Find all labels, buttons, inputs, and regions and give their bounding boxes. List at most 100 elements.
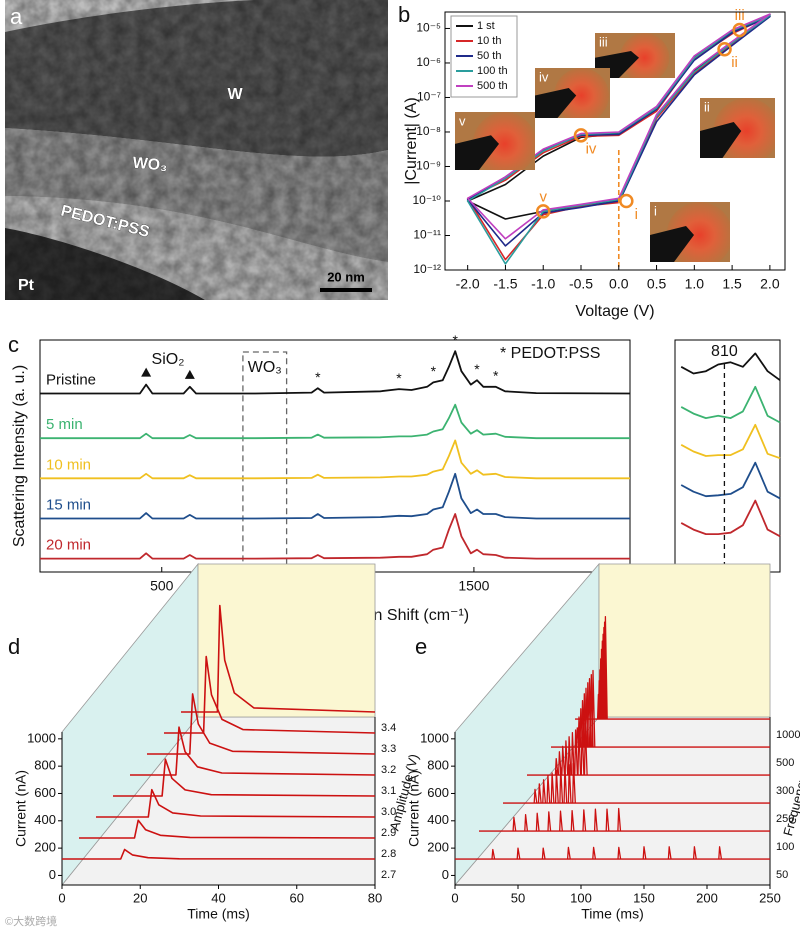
trace [130,726,376,776]
pulse [567,764,572,804]
pulse [516,847,521,860]
pulse [570,732,575,776]
x-tick-label: 50 [511,890,525,905]
x-tick-label: -0.5 [569,276,593,292]
trace [79,819,376,839]
y-axis-label: |Current| (A) [403,97,420,184]
x-tick-label: 0.5 [647,276,667,292]
pulse [537,783,542,804]
panel-letter: e [415,634,427,659]
spectrum [40,513,630,560]
y-tick-label: 10⁻¹⁰ [413,193,442,207]
pulse [603,621,608,720]
trace [113,758,376,797]
spectrum [40,350,631,395]
watermark: ©大数跨境 [5,914,57,928]
pulse [533,788,538,804]
inset-photo: iv [535,68,610,118]
inset-spot [619,33,670,78]
pulse [535,812,540,832]
x-tick-label: 0 [451,890,458,905]
z-tick-label: 1000 [776,729,800,741]
scale-bar-label: 20 nm [327,269,365,284]
inset-needle [650,226,694,262]
y-tick-label: 400 [427,812,449,827]
inset-line-label: 810 [711,343,738,360]
pulse [603,615,608,720]
annotation-marker [717,41,732,57]
annotation-marker [573,128,589,143]
y-tick-label: 1000 [27,730,56,745]
x-axis-label: Time (ms) [581,906,643,922]
z-tick-label: 3.0 [381,806,396,818]
y-tick-label: 10⁻⁷ [417,90,441,104]
pulse [542,779,547,804]
legend-label: 100 th [477,65,508,77]
pulse [559,766,564,804]
z-tick-label: 3.1 [381,785,396,797]
y-tick-label: 800 [427,758,449,773]
annotation-marker [535,204,551,219]
y-tick-label: 10⁻⁵ [416,21,441,35]
x-tick-label: 0.0 [609,276,629,292]
z-tick-label: 2.7 [381,869,396,881]
inset-photo: i [650,202,730,262]
pulse [541,847,546,860]
inset-spectrum [680,352,781,381]
note: * PEDOT:PSS [500,345,600,362]
trace [96,788,376,818]
pulse [617,807,622,832]
asterisk-marker: * [474,361,480,377]
pulse [577,726,582,776]
y-tick-label: 0 [442,867,449,882]
inset-photo: v [455,112,535,170]
pulse [566,846,571,860]
y-tick-label: 800 [34,758,56,773]
inset-needle [455,135,499,170]
pulse [642,846,647,860]
x-tick-label: 0 [58,890,65,905]
pulse [591,669,596,748]
x-tick-label: -1.0 [531,276,555,292]
pulse [546,775,551,804]
y-tick-label: 600 [427,785,449,800]
series-label: 10 min [46,456,91,473]
x-tick-label: 1.0 [685,276,705,292]
pulse [667,846,672,860]
series-label: 20 min [46,537,91,554]
annotation-label: ii [731,54,738,71]
asterisk-marker: * [315,369,321,385]
panel-letter: d [8,634,20,659]
pulse [605,808,610,832]
inset-label: v [459,113,466,128]
asterisk-marker: * [396,370,402,386]
y-tick-label: 10⁻¹² [413,262,441,276]
pulse [617,846,622,860]
pulse [572,762,576,804]
panel-letter: c [8,332,19,357]
pulse [547,811,552,832]
pulse [582,809,587,832]
z-tick-label: 3.3 [381,743,396,755]
iv-curve [466,15,771,247]
annotation-label: i [635,206,638,223]
pulse [554,758,559,776]
x-tick-label: 200 [696,890,718,905]
pulse [564,740,569,776]
inset-label: iii [599,34,608,49]
x-tick-label: 250 [759,890,781,905]
layer-label: Pt [18,277,35,294]
pulse [593,808,598,832]
x-tick-label: 150 [633,890,655,905]
pulse [592,846,597,860]
y-tick-label: 200 [427,840,449,855]
pulse [567,736,572,776]
x-tick-label: 2.0 [760,276,780,292]
annotation-label: v [539,188,547,205]
y-tick-label: 1000 [420,730,449,745]
x-tick-label: 100 [570,890,592,905]
plot-frame [444,11,786,271]
layer-label: WO₃ [132,155,168,175]
